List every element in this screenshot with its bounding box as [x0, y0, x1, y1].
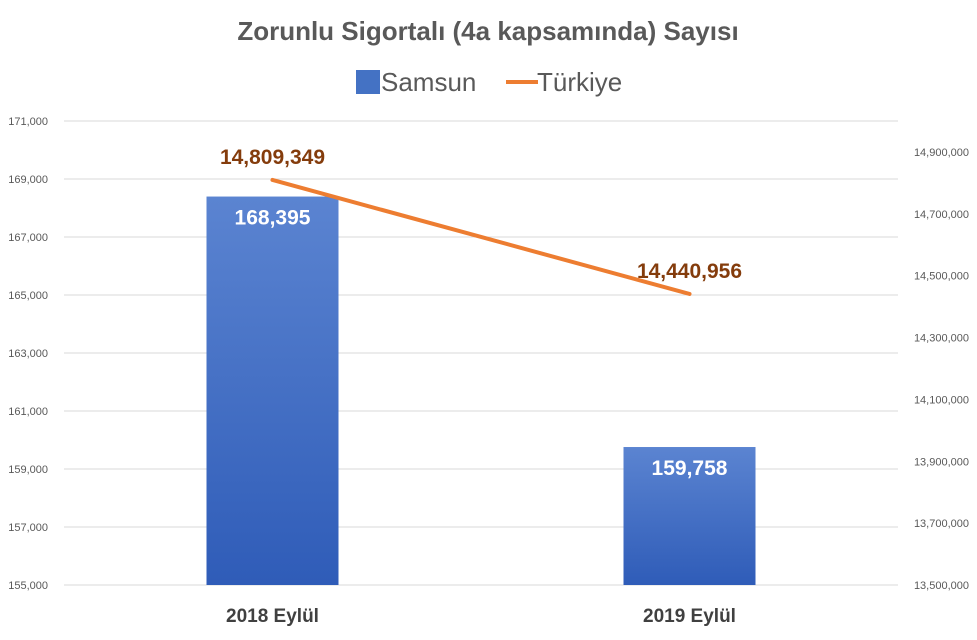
bar-samsun [623, 447, 756, 585]
right-axis: 13,500,000 13,700,000 13,900,000 14,100,000… [914, 147, 969, 592]
right-tick-label: 14,100,000 [914, 394, 969, 406]
left-tick-label: 167,000 [8, 232, 48, 244]
left-tick-label: 159,000 [8, 464, 48, 476]
legend-swatch-samsun [356, 70, 380, 94]
right-tick-label: 13,900,000 [914, 456, 969, 468]
line-turkiye-path [270, 177, 692, 296]
bar-data-label: 168,395 [235, 207, 311, 230]
bars-samsun: 168,395 159,758 [206, 196, 756, 586]
left-tick-label: 163,000 [8, 348, 48, 360]
category-label: 2018 Eylül [226, 606, 319, 627]
left-axis: 155,000 157,000 159,000 161,000 163,000 165,0… [8, 116, 48, 592]
line-data-label: 14,440,956 [637, 260, 742, 283]
chart-title: Zorunlu Sigortalı (4a kapsamında) Sayısı [237, 16, 738, 46]
left-tick-label: 161,000 [8, 406, 48, 418]
category-axis: 2018 Eylül 2019 Eylül [226, 606, 736, 627]
right-tick-label: 14,500,000 [914, 271, 969, 283]
left-tick-label: 155,000 [8, 580, 48, 592]
left-tick-label: 165,000 [8, 290, 48, 302]
left-tick-label: 157,000 [8, 522, 48, 534]
right-tick-label: 13,500,000 [914, 580, 969, 592]
legend-label-turkiye: Türkiye [537, 67, 622, 97]
line-data-label: 14,809,349 [220, 146, 325, 169]
legend-label-samsun: Samsun [381, 67, 476, 97]
legend: Samsun Türkiye [356, 67, 622, 97]
bar-samsun [206, 196, 339, 586]
right-tick-label: 14,900,000 [914, 147, 969, 159]
bar-data-label: 159,758 [652, 457, 728, 480]
category-label: 2019 Eylül [643, 606, 736, 627]
right-tick-label: 14,300,000 [914, 333, 969, 345]
left-tick-label: 171,000 [8, 116, 48, 128]
right-tick-label: 14,700,000 [914, 209, 969, 221]
line-turkiye: 14,809,349 14,440,956 [220, 146, 742, 296]
left-tick-label: 169,000 [8, 174, 48, 186]
right-tick-label: 13,700,000 [914, 518, 969, 530]
